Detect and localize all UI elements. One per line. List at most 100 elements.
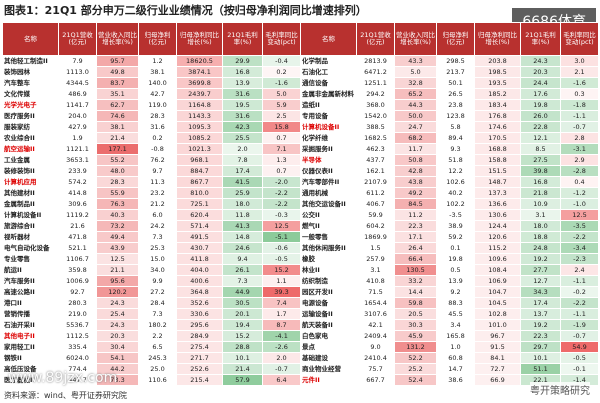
value-cell: 611.2 xyxy=(356,187,395,199)
value-cell: -0.3 xyxy=(262,209,301,221)
name-cell: 半导体 xyxy=(300,154,357,166)
value-cell: 26.4 xyxy=(394,242,437,254)
value-cell: 34.0 xyxy=(138,264,177,276)
value-cell: 1085.2 xyxy=(176,132,223,144)
value-cell: 20.3 xyxy=(96,330,139,342)
value-cell: 16.8 xyxy=(222,66,263,78)
value-cell: 404.0 xyxy=(176,264,223,276)
name-cell: 通信设备 xyxy=(300,77,357,89)
value-cell: 257.9 xyxy=(356,253,395,265)
value-cell: 76.3 xyxy=(96,198,139,210)
value-cell: 174.6 xyxy=(474,121,521,133)
value-cell: -2.8 xyxy=(560,165,599,177)
value-cell: 42.3 xyxy=(222,121,263,133)
value-cell: 2107.9 xyxy=(356,176,395,188)
value-cell: 486.9 xyxy=(58,88,97,100)
value-cell: 27.5 xyxy=(520,154,561,166)
name-cell: 化学纤维 xyxy=(300,132,357,144)
value-cell: 176.8 xyxy=(474,110,521,122)
value-cell: 21.8 xyxy=(520,187,561,199)
name-cell: 其他轻工制造II xyxy=(2,55,59,67)
value-cell: 1654.4 xyxy=(356,297,395,309)
value-cell: 75.7 xyxy=(356,363,395,375)
name-cell: 电源设备 xyxy=(300,297,357,309)
value-cell: 84.5 xyxy=(394,198,437,210)
value-cell: 309.6 xyxy=(58,198,97,210)
value-cell: 462.3 xyxy=(356,143,395,155)
value-cell: 388.5 xyxy=(356,121,395,133)
value-cell: 1143.3 xyxy=(176,110,223,122)
value-cell: 3.1 xyxy=(356,264,395,276)
value-cell: 359.8 xyxy=(58,264,97,276)
value-cell: 31.6 xyxy=(222,88,263,100)
value-cell: 130.6 xyxy=(474,209,521,221)
table-row: 港口II 280.3 24.3 28.4 352.6 30.5 7.4 电源设备 1654.4 5… xyxy=(2,297,599,309)
value-cell: 66.4 xyxy=(394,253,437,265)
value-cell: 3.0 xyxy=(560,55,599,67)
value-cell: -0.1 xyxy=(560,363,599,375)
table-row: 金属制品II 309.6 76.3 21.2 725.1 18.0 -2.2 其他交运设备II… xyxy=(2,198,599,210)
value-cell: -3.1 xyxy=(560,143,599,155)
name-cell: 通用机械 xyxy=(300,187,357,199)
value-cell: 21.4 xyxy=(96,132,139,144)
value-cell: 17.4 xyxy=(520,297,561,309)
name-cell: 橡胶 xyxy=(300,253,357,265)
name-cell: 白色家电 xyxy=(300,330,357,342)
value-cell: 1119.2 xyxy=(58,209,97,221)
name-cell: 燃气II xyxy=(300,220,357,232)
value-cell: 101.0 xyxy=(474,319,521,331)
value-cell: 102.2 xyxy=(436,198,475,210)
value-cell: 1.2 xyxy=(138,55,177,67)
table-row: 旅游综合II 21.6 73.2 24.2 571.4 41.3 12.5 燃气II 604.2… xyxy=(2,220,599,232)
value-cell: 284.9 xyxy=(176,330,223,342)
name-cell: 专业零售 xyxy=(2,253,59,265)
value-cell: 49.4 xyxy=(96,231,139,243)
value-cell: 5.0 xyxy=(262,88,301,100)
value-cell: 109.6 xyxy=(474,253,521,265)
value-cell: 0.2 xyxy=(262,66,301,78)
table: 名称 21Q1营收(亿元) 营业收入同比增长率(%) 归母净利(亿元) 归母净利同比增长… xyxy=(2,22,599,386)
value-cell: 120.6 xyxy=(474,231,521,243)
value-cell: 571.4 xyxy=(176,220,223,232)
value-cell: -0.5 xyxy=(560,352,599,364)
value-cell: 7.1 xyxy=(262,143,301,155)
value-cell: 275.4 xyxy=(176,341,223,353)
value-cell: 5.0 xyxy=(394,66,437,78)
header-cell: 毛利率同比变动(pct) xyxy=(262,22,301,56)
name-cell: 专用设备 xyxy=(300,110,357,122)
value-cell: 104.5 xyxy=(474,297,521,309)
value-cell: 24.3 xyxy=(96,319,139,331)
value-cell: 124.4 xyxy=(474,220,521,232)
value-cell: 21.4 xyxy=(222,363,263,375)
value-cell: 25.9 xyxy=(222,187,263,199)
table-row: 石油开采II 5536.7 24.3 180.2 295.6 19.4 8.7 航天装备II 4… xyxy=(2,319,599,331)
table-row: 装饰园林 1113.0 49.8 38.1 3874.1 16.8 0.2 石油化工 6471.… xyxy=(2,66,599,78)
value-cell: 44.3 xyxy=(394,99,437,111)
value-cell: 294.2 xyxy=(356,88,395,100)
title: 图表1：21Q1 部分申万二级行业业绩情况（按归母净利润同比增速排列） xyxy=(4,4,367,17)
value-cell: -2.2 xyxy=(560,231,599,243)
table-row: 其他建材II 414.8 55.9 23.2 810.0 25.9 -2.2 通用机械 611.… xyxy=(2,187,599,199)
value-cell: 43.9 xyxy=(96,242,139,254)
value-cell: 110.6 xyxy=(138,374,177,386)
name-cell: 计算机设备II xyxy=(300,121,357,133)
value-cell: 19.4 xyxy=(222,319,263,331)
value-cell: 34.3 xyxy=(520,286,561,298)
value-cell: 0.3 xyxy=(560,88,599,100)
header-cell: 名称 xyxy=(300,22,357,56)
value-cell: 9.9 xyxy=(138,275,177,287)
header-cell: 归母净利同比增长(%) xyxy=(474,22,521,56)
value-cell: 725.1 xyxy=(176,198,223,210)
header-cell: 21Q1营收(亿元) xyxy=(356,22,395,56)
value-cell: 32.8 xyxy=(394,77,437,89)
value-cell: -4.1 xyxy=(262,330,301,342)
value-cell: 123.8 xyxy=(436,110,475,122)
value-cell: 24.2 xyxy=(138,220,177,232)
value-cell: 49.2 xyxy=(394,187,437,199)
value-cell: 9.3 xyxy=(436,143,475,155)
value-cell: 51.1 xyxy=(520,363,561,375)
value-cell: -3.5 xyxy=(436,209,475,221)
value-cell: 352.6 xyxy=(176,297,223,309)
value-cell: 43.3 xyxy=(394,55,437,67)
value-cell: 5536.7 xyxy=(58,319,97,331)
